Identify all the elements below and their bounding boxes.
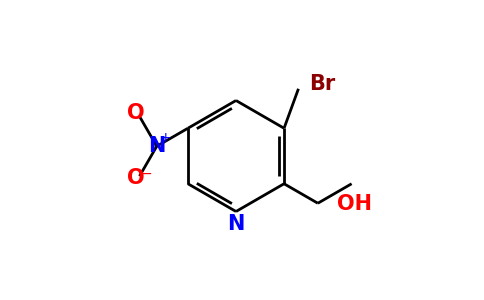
Text: O: O [127,168,145,188]
Text: Br: Br [309,74,335,94]
Text: +: + [159,131,171,145]
Text: OH: OH [337,194,372,214]
Text: N: N [227,214,245,233]
Text: N: N [148,136,166,156]
Text: −: − [140,167,152,181]
Text: O: O [127,103,145,123]
